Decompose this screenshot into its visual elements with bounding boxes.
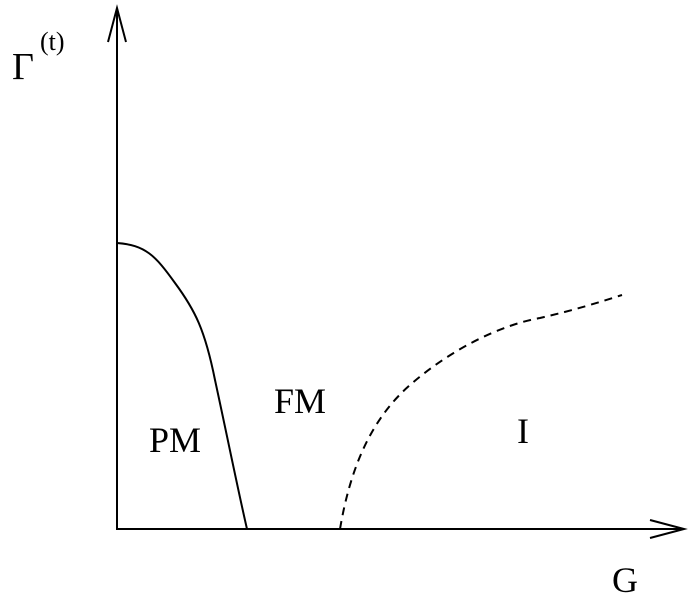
x-axis-label: G <box>612 560 638 597</box>
fm-i-boundary <box>339 294 623 530</box>
y-axis-arrowhead <box>107 4 127 43</box>
x-axis-arrowhead <box>649 519 688 539</box>
y-axis-label: Γ <box>12 46 34 88</box>
region-label-fm: FM <box>274 381 326 421</box>
pm-fm-boundary <box>116 242 248 530</box>
region-label-i: I <box>517 411 529 451</box>
region-label-pm: PM <box>149 420 201 460</box>
y-axis-label-superscript: (t) <box>40 27 65 56</box>
